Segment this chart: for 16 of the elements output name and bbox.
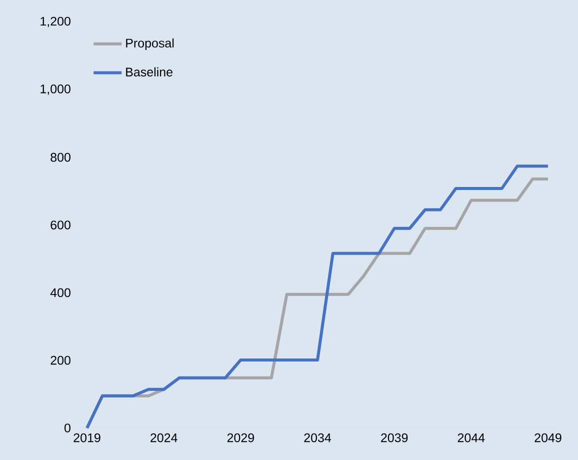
- y-tick-label: 600: [50, 220, 70, 230]
- y-tick-label: 200: [50, 356, 70, 365]
- x-tick-label: 2019: [74, 433, 100, 442]
- legend-label: Baseline: [126, 67, 172, 76]
- legend-label: Proposal: [126, 38, 174, 50]
- x-tick-label: 2029: [227, 433, 254, 442]
- x-tick-label: 2024: [150, 433, 178, 442]
- y-tick-label: 400: [50, 288, 70, 298]
- y-tick-label: 0: [64, 424, 70, 432]
- y-tick-label: 800: [50, 152, 70, 162]
- x-tick-label: 2044: [458, 433, 485, 442]
- x-tick-label: 2034: [304, 433, 332, 442]
- y-tick-label: 1,200: [40, 16, 70, 28]
- x-tick-label: 2039: [381, 433, 408, 442]
- y-tick-label: 1,000: [40, 84, 70, 95]
- x-tick-label: 2049: [534, 433, 562, 442]
